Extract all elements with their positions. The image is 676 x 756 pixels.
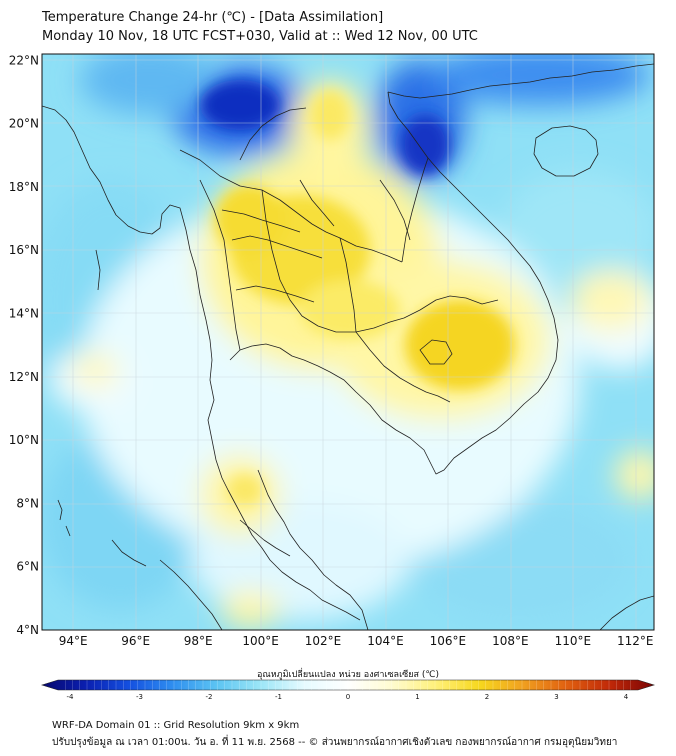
colorbar-tick-label: -4 <box>67 693 75 701</box>
lat-tick-label: 14°N <box>9 307 39 321</box>
latitude-labels: 22°N 20°N 18°N 16°N 14°N 12°N 10°N 8°N 6°N 4°N <box>9 53 39 637</box>
colorbar-tick-label: 4 <box>624 693 629 701</box>
colorbar-tick-label: 1 <box>415 693 419 701</box>
lon-tick-label: 106°E <box>430 634 467 648</box>
colorbar-label: อุณหภูมิเปลี่ยนแปลง หน่วย องศาเซลเซียส (… <box>257 667 439 680</box>
lat-tick-label: 4°N <box>16 623 39 637</box>
lat-tick-label: 10°N <box>9 433 39 447</box>
colorbar-tick-label: -3 <box>136 693 143 701</box>
footer-credit: ปรับปรุงข้อมูล ณ เวลา 01:00น. วัน อ. ที่… <box>52 737 618 748</box>
coastlines <box>42 63 654 630</box>
colorbar-tick-label: 0 <box>346 693 350 701</box>
footer-model-info: WRF-DA Domain 01 :: Grid Resolution 9km … <box>52 720 300 731</box>
lon-tick-label: 98°E <box>184 634 213 648</box>
longitude-labels: 94°E 96°E 98°E 100°E 102°E 104°E 106°E 108°E 110… <box>59 634 654 648</box>
lat-tick-label: 16°N <box>9 243 39 257</box>
colorbar-tick-label: -1 <box>275 693 282 701</box>
colorbar-tick-label: 2 <box>485 693 489 701</box>
lon-tick-label: 110°E <box>555 634 592 648</box>
colorbar-tick-label: -2 <box>206 693 213 701</box>
temperature-field <box>42 54 654 630</box>
lon-tick-label: 108°E <box>492 634 529 648</box>
lat-tick-label: 6°N <box>16 560 39 574</box>
lon-tick-label: 112°E <box>617 634 654 648</box>
lon-tick-label: 96°E <box>121 634 150 648</box>
lat-tick-label: 22°N <box>9 53 39 67</box>
lon-tick-label: 100°E <box>242 634 279 648</box>
lat-tick-label: 12°N <box>9 370 39 384</box>
lon-tick-label: 104°E <box>367 634 404 648</box>
colorbar-ticks: -4 -3 -2 -1 0 1 2 3 4 <box>67 693 629 701</box>
colorbar <box>40 679 656 691</box>
colorbar-tick-label: 3 <box>554 693 558 701</box>
map-frame <box>41 53 655 631</box>
tonle-sap-lake <box>419 339 453 365</box>
lat-tick-label: 18°N <box>9 180 39 194</box>
map-title: Temperature Change 24-hr (℃) - [Data Ass… <box>42 10 384 25</box>
map-subtitle: Monday 10 Nov, 18 UTC FCST+030, Valid at… <box>42 29 478 44</box>
lat-tick-label: 20°N <box>9 117 39 131</box>
lat-tick-label: 8°N <box>16 496 39 510</box>
colorbar-bar <box>40 679 656 691</box>
lon-tick-label: 94°E <box>59 634 88 648</box>
lon-tick-label: 102°E <box>305 634 342 648</box>
